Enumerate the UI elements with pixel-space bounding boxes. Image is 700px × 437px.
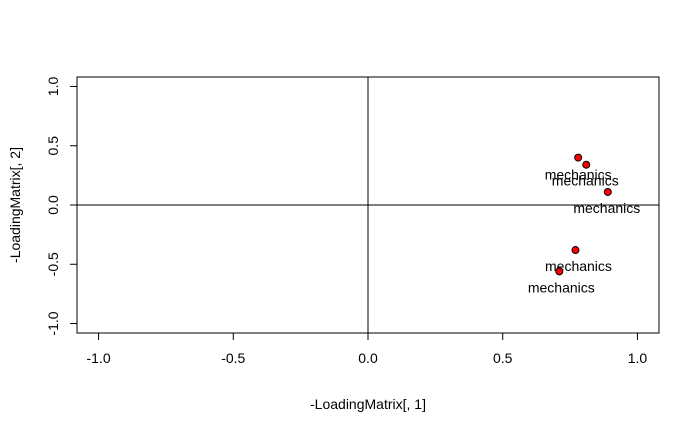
x-tick-label: 1.0 bbox=[628, 350, 648, 366]
y-tick-label: -1.0 bbox=[45, 311, 61, 335]
point-label: mechanics bbox=[528, 279, 595, 295]
data-point bbox=[582, 160, 591, 169]
point-label: mechanics bbox=[552, 173, 619, 189]
point-label: mechanics bbox=[573, 200, 640, 216]
data-point bbox=[571, 246, 580, 255]
data-point bbox=[555, 267, 564, 276]
point-label: mechanics bbox=[545, 258, 612, 274]
x-tick-label: -0.5 bbox=[221, 350, 245, 366]
y-tick-label: 0.5 bbox=[45, 136, 61, 156]
y-axis-label: -LoadingMatrix[, 2] bbox=[7, 147, 23, 263]
data-point bbox=[603, 187, 612, 196]
y-tick-label: 0.0 bbox=[45, 195, 61, 215]
data-point bbox=[574, 153, 583, 162]
y-tick-label: 1.0 bbox=[45, 77, 61, 97]
y-tick-label: -0.5 bbox=[45, 252, 61, 276]
x-axis-label: -LoadingMatrix[, 1] bbox=[310, 396, 426, 412]
x-tick-label: 0.0 bbox=[358, 350, 378, 366]
x-tick-label: 0.5 bbox=[493, 350, 513, 366]
x-tick-label: -1.0 bbox=[86, 350, 110, 366]
point-label: mechanics bbox=[545, 167, 612, 183]
